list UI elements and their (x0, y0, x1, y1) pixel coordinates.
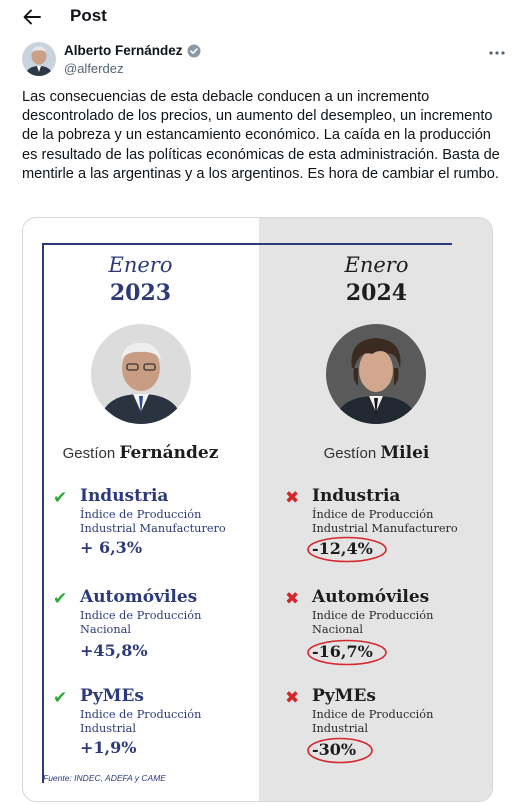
indicator-name: PyMEs (80, 686, 145, 706)
indicator-value: +1,9% (80, 738, 137, 757)
avatar-image (22, 42, 56, 76)
indicator-value: -12,4% (307, 536, 387, 563)
page-title: Post (70, 6, 107, 25)
indicator-desc: Índice de Producción Industrial Manufact… (312, 508, 458, 535)
indicator-desc: Indice de Producción Nacional (80, 609, 202, 636)
top-bar: Post (0, 0, 525, 34)
post-image[interactable]: Enero 2023 Gestíon Fernández ✔ Industria… (22, 217, 493, 802)
frame-line-left (42, 243, 44, 783)
check-icon: ✔ (53, 688, 68, 707)
indicator-value: -16,7% (307, 639, 387, 666)
post-text: Las consecuencias de esta debacle conduc… (22, 89, 500, 182)
portrait-milei (326, 324, 426, 424)
indicator-name: PyMEs (312, 686, 377, 706)
arrow-left-icon (23, 9, 41, 25)
verified-badge-icon (187, 44, 201, 57)
indicator-desc: Indice de Producción Industrial (312, 708, 434, 735)
cross-icon: ✖ (285, 488, 300, 507)
more-options-button[interactable] (486, 44, 508, 62)
gestion-label: Gestíon Milei (323, 443, 430, 463)
cross-icon: ✖ (285, 688, 300, 707)
right-panel-background (259, 218, 492, 801)
more-horizontal-icon (489, 51, 505, 55)
year-label: 2023 (109, 280, 172, 306)
gestion-label: Gestíon Fernández (62, 443, 219, 463)
gestion-name: Milei (380, 443, 430, 463)
check-icon: ✔ (53, 488, 68, 507)
indicator-name: Industria (312, 486, 401, 506)
indicator-name: Automóviles (312, 587, 430, 607)
month-label: Enero (108, 253, 173, 277)
post-author: Alberto Fernández @alferdez (22, 42, 508, 82)
indicator-desc: Indice de Producción Industrial (80, 708, 202, 735)
red-circle-highlight (307, 737, 373, 764)
indicator-desc: Indice de Producción Nacional (312, 609, 434, 636)
check-icon: ✔ (53, 589, 68, 608)
indicator-value: -30% (307, 737, 373, 764)
indicator-desc: Índice de Producción Industrial Manufact… (80, 508, 226, 535)
gestion-name: Fernández (119, 443, 219, 463)
author-handle[interactable]: @alferdez (64, 61, 124, 76)
red-circle-highlight (307, 639, 387, 666)
source-note: Fuente: INDEC, ADEFA y CAME (43, 773, 166, 783)
indicator-value: +45,8% (80, 641, 148, 660)
portrait-fernandez (91, 324, 191, 424)
cross-icon: ✖ (285, 589, 300, 608)
back-button[interactable] (18, 4, 46, 30)
red-circle-highlight (307, 536, 387, 563)
frame-line-top (42, 243, 452, 245)
indicator-name: Automóviles (80, 587, 198, 607)
year-label: 2024 (345, 280, 408, 306)
author-name[interactable]: Alberto Fernández (64, 43, 201, 58)
indicator-name: Industria (80, 486, 169, 506)
month-label: Enero (344, 253, 409, 277)
avatar[interactable] (22, 42, 56, 76)
indicator-value: + 6,3% (80, 538, 143, 557)
